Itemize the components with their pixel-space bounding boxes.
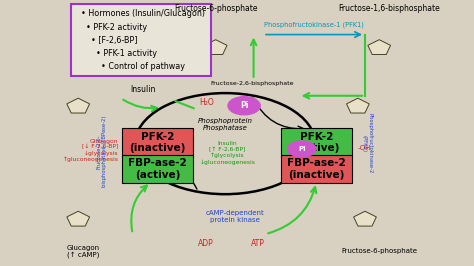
FancyBboxPatch shape <box>281 128 352 156</box>
Text: Fructose-6-phosphate: Fructose-6-phosphate <box>341 248 417 254</box>
Polygon shape <box>67 98 90 113</box>
Polygon shape <box>368 40 391 55</box>
Text: Fructose-2,6-bisphosphate: Fructose-2,6-bisphosphate <box>210 81 294 86</box>
Text: Insulin: Insulin <box>130 85 156 94</box>
Polygon shape <box>67 211 90 226</box>
Circle shape <box>228 97 260 115</box>
Text: cAMP-dependent
protein kinase: cAMP-dependent protein kinase <box>205 210 264 223</box>
Text: Fructose-6-phosphate: Fructose-6-phosphate <box>174 4 257 13</box>
Text: • Hormones (Insulin/Glucagon)
  • PFK-2 activity
    • [F-2,6-BP]
      • PFK-1 : • Hormones (Insulin/Glucagon) • PFK-2 ac… <box>81 9 205 71</box>
Text: Phosphofructokinase-1 (PFK1): Phosphofructokinase-1 (PFK1) <box>264 22 364 28</box>
Text: FBP-ase-2
(active): FBP-ase-2 (active) <box>128 158 187 180</box>
Text: PFK-2
(inactive): PFK-2 (inactive) <box>129 131 186 153</box>
Text: Phosphoprotein
Phosphatase: Phosphoprotein Phosphatase <box>198 118 253 131</box>
Text: -OH: -OH <box>358 145 371 151</box>
FancyBboxPatch shape <box>122 128 193 156</box>
Circle shape <box>287 141 316 157</box>
Polygon shape <box>354 211 376 226</box>
Text: Insulin
[↑ F-2,6-BP]
↑glycolysis
↓gluconeogenesis: Insulin [↑ F-2,6-BP] ↑glycolysis ↓glucon… <box>200 141 255 165</box>
Text: ADP: ADP <box>198 239 214 248</box>
FancyBboxPatch shape <box>281 155 352 183</box>
Text: Glucagon
[↓ F-2,6-BP]
↓glycolysis
↑gluconeogenesis: Glucagon [↓ F-2,6-BP] ↓glycolysis ↑gluco… <box>63 139 118 162</box>
Text: PFK-2
(active): PFK-2 (active) <box>294 131 339 153</box>
Polygon shape <box>346 98 369 113</box>
Text: ATP: ATP <box>251 239 265 248</box>
Text: Fructose-1,6-bisphosphate: Fructose-1,6-bisphosphate <box>338 4 439 13</box>
Text: Pi: Pi <box>298 146 306 152</box>
Text: FBP-ase-2
(inactive): FBP-ase-2 (inactive) <box>287 158 346 180</box>
Text: Pi: Pi <box>240 101 248 110</box>
Text: Phosphofructokinase-2
(PFK2): Phosphofructokinase-2 (PFK2) <box>362 114 373 174</box>
Text: H₂O: H₂O <box>199 98 214 107</box>
FancyBboxPatch shape <box>122 155 193 183</box>
Polygon shape <box>204 40 227 55</box>
Text: Fructose-2,6-
bisphosphatase (FBPase-2): Fructose-2,6- bisphosphatase (FBPase-2) <box>97 116 107 187</box>
Text: Glucagon
(↑ cAMP): Glucagon (↑ cAMP) <box>66 244 100 258</box>
FancyBboxPatch shape <box>71 4 211 76</box>
